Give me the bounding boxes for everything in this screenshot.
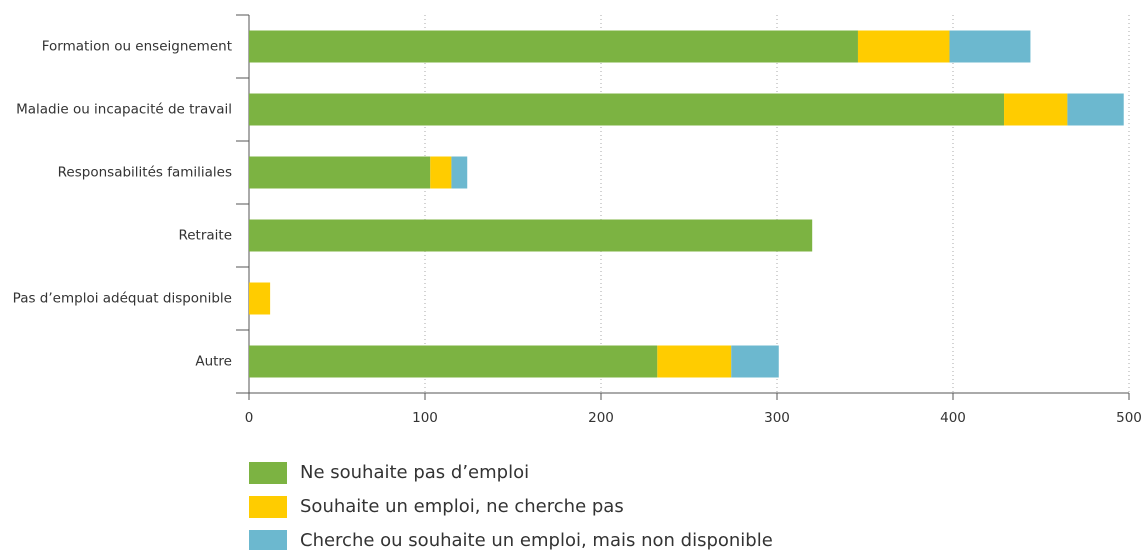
y-tick-label: Maladie ou incapacité de travail	[16, 102, 232, 118]
bar-segment	[249, 93, 1005, 126]
legend-label: Cherche ou souhaite un emploi, mais non …	[300, 530, 773, 550]
legend-swatch	[249, 496, 287, 518]
y-tick-label: Autre	[195, 354, 232, 370]
x-tick-label: 200	[588, 410, 614, 426]
x-tick-label: 500	[1116, 410, 1142, 426]
bar-segment	[657, 345, 732, 378]
bar-segment	[430, 156, 452, 189]
bar-segment	[249, 345, 658, 378]
y-tick-label: Formation ou enseignement	[42, 39, 232, 55]
bar-segment	[1004, 93, 1068, 126]
bar-segment	[249, 30, 858, 63]
bar-segment	[731, 345, 779, 378]
legend-swatch	[249, 462, 287, 484]
legend-label: Ne souhaite pas d’emploi	[300, 462, 529, 483]
x-tick-label: 400	[940, 410, 966, 426]
bar-segment	[249, 282, 271, 315]
bar-segment	[949, 30, 1031, 63]
bar-segment	[451, 156, 468, 189]
bar-segment	[1067, 93, 1124, 126]
legend-label: Souhaite un emploi, ne cherche pas	[300, 496, 624, 517]
bar-segment	[857, 30, 950, 63]
y-tick-label: Retraite	[178, 228, 232, 244]
legend-swatch	[249, 530, 287, 550]
y-tick-label: Responsabilités familiales	[58, 165, 232, 181]
y-tick-label: Pas d’emploi adéquat disponible	[13, 291, 232, 307]
bar-segment	[249, 219, 813, 252]
bar-segment	[249, 156, 431, 189]
x-tick-label: 0	[245, 410, 254, 426]
x-tick-label: 100	[412, 410, 438, 426]
x-tick-label: 300	[764, 410, 790, 426]
